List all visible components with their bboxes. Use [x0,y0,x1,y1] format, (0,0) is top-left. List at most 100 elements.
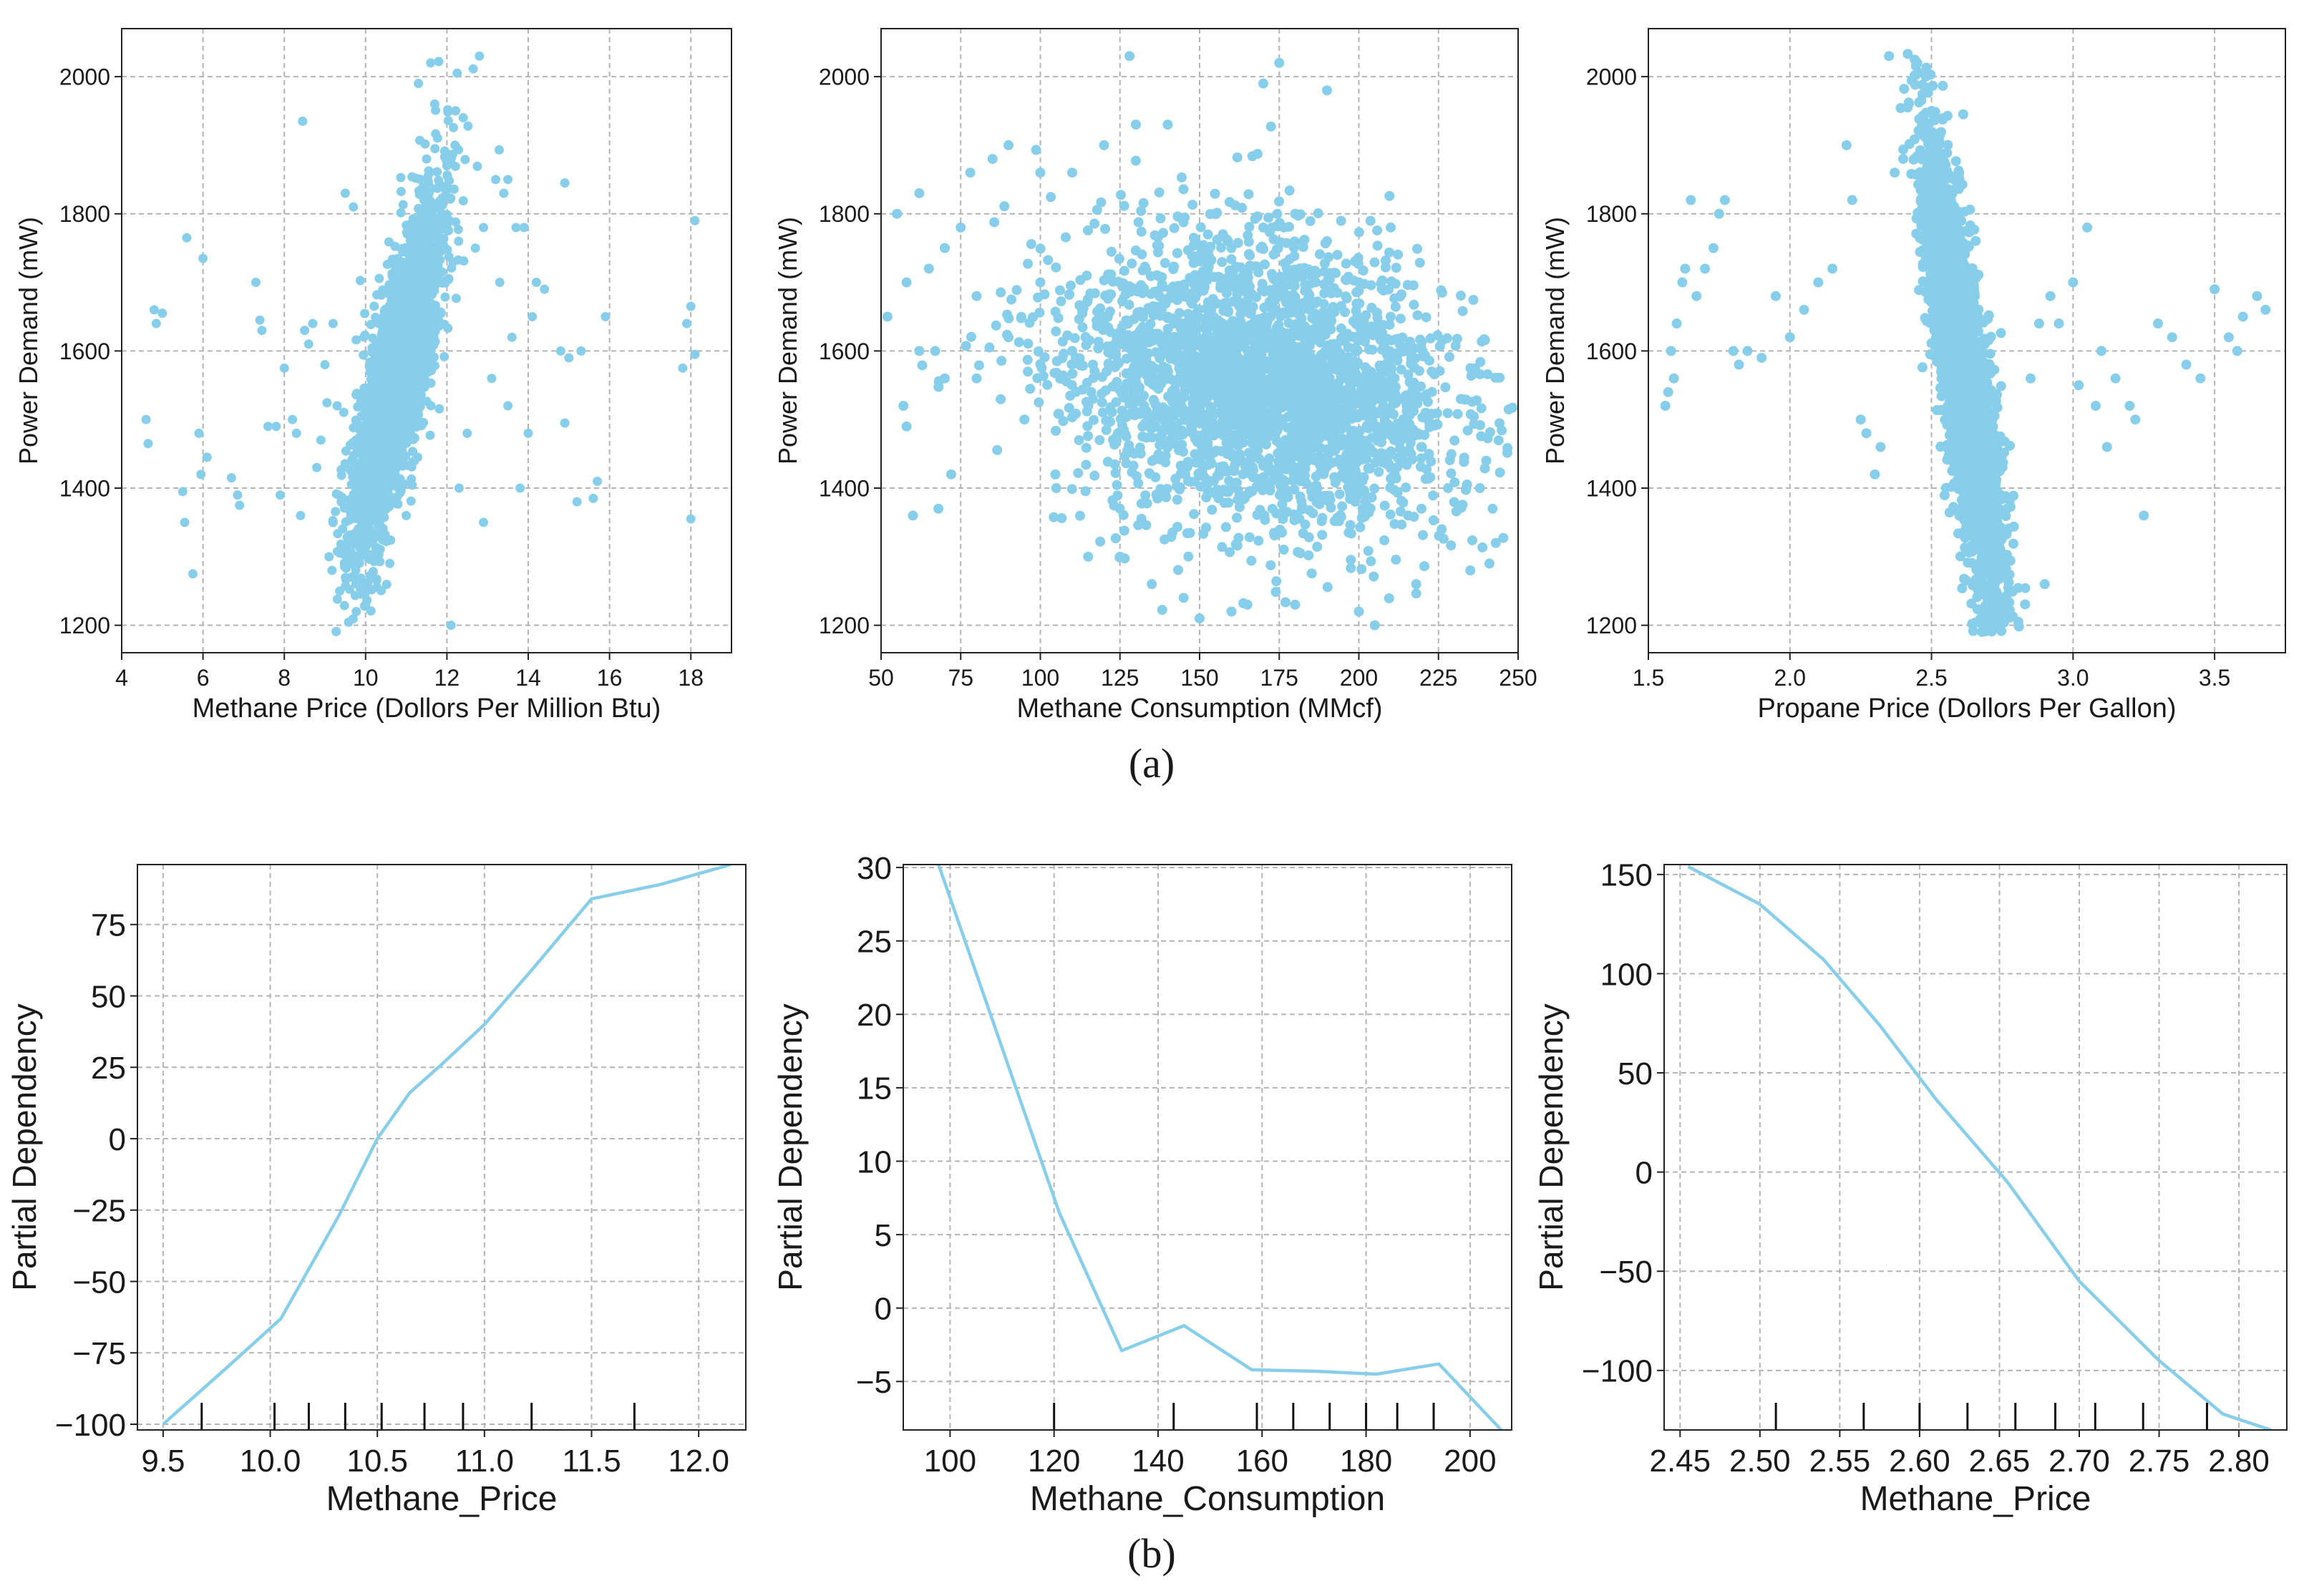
scatter-point [439,351,449,361]
scatter-point [1202,328,1212,339]
scatter-point [1391,263,1401,273]
scatter-point [601,311,611,321]
scatter-point [444,252,454,262]
scatter-point [375,532,385,542]
scatter-point [1218,306,1229,316]
scatter-point [396,277,406,287]
scatter-point [1119,266,1129,276]
scatter-point [1109,362,1120,373]
scatter-point [1173,565,1184,575]
scatter-point [1467,535,1478,545]
scatter-point [1188,233,1199,243]
scatter-point [1140,490,1151,501]
scatter-point [1502,447,1512,458]
scatter-point [1372,435,1383,446]
scatter-point [991,320,1001,331]
scatter-point [1462,425,1473,436]
scatter-point [966,331,976,342]
scatter-point [1080,486,1091,497]
scatter-point [1426,366,1437,377]
x-tick-label: 14 [515,665,541,691]
scatter-point [1157,346,1168,356]
scatter-point [1459,457,1469,467]
scatter-point [992,444,1003,455]
scatter-point [1089,218,1100,229]
scatter-point [371,339,381,349]
scatter-point [376,318,386,329]
scatter-point [555,346,565,356]
scatter-point [365,554,375,564]
scatter-point [499,188,509,198]
scatter-point [1284,185,1295,196]
scatter-point [351,335,361,345]
scatter-point [1097,397,1107,408]
scatter-point [961,341,971,351]
scatter-point [1101,424,1112,435]
scatter-point [1384,450,1394,461]
scatter-point [1341,258,1351,269]
scatter-point [1317,512,1328,523]
scatter-point [424,261,434,271]
scatter-point [373,522,383,532]
plot-frame [121,28,732,653]
scatter-point [1088,372,1099,383]
scatter-point [366,320,376,330]
scatter-point [996,287,1006,298]
scatter-point [1369,257,1380,268]
scatter-point [1346,555,1356,565]
scatter-point [1382,427,1393,437]
scatter-point [1303,550,1314,561]
scatter-point [487,374,497,384]
scatter-point [1064,289,1074,300]
scatter-point [1025,384,1036,394]
scatter-point [351,436,361,446]
scatter-point [423,273,433,283]
scatter-point [1157,402,1168,413]
scatter-point [1081,459,1092,470]
scatter-point [1396,364,1406,375]
scatter-point [366,418,376,428]
scatter-point [1243,189,1254,200]
scatter-point [194,428,204,438]
scatter-point [1110,533,1121,544]
scatter-point [1310,401,1321,412]
scatter-point [443,225,453,235]
scatter-point [422,357,432,367]
scatter-point [1366,492,1377,503]
scatter-point [417,278,427,288]
scatter-point [406,294,416,304]
scatter-point [400,385,410,395]
scatter-point [1042,379,1053,390]
scatter-point [388,281,398,291]
scatter-point [1416,503,1426,514]
scatter-point [425,323,435,333]
scatter-point [178,487,188,497]
scatter-point [1380,262,1391,273]
scatter-point [391,351,401,361]
scatter-point [438,195,448,205]
scatter-point [415,358,425,368]
scatter-point [453,255,463,265]
scatter-point [381,311,392,321]
scatter-point [1118,510,1129,520]
scatter-point [1083,431,1094,442]
scatter-point [370,482,380,492]
scatter-point [351,574,361,584]
scatter-point [1365,215,1376,226]
scatter-point [397,345,407,355]
scatter-point [359,350,369,360]
scatter-point [434,404,444,414]
scatter-point [1034,307,1045,318]
series-marks [882,51,1518,631]
scatter-point [1192,324,1202,335]
scatter-point [1394,291,1405,302]
scatter-point [1233,532,1244,543]
scatter-point [1141,520,1152,530]
scatter-point [1424,422,1435,432]
scatter-point [1084,335,1095,346]
scatter-point [1250,213,1260,224]
scatter-point [1271,576,1282,587]
scatter-point [1237,203,1248,213]
scatter-point [1022,354,1033,365]
scatter-point [1389,373,1400,384]
